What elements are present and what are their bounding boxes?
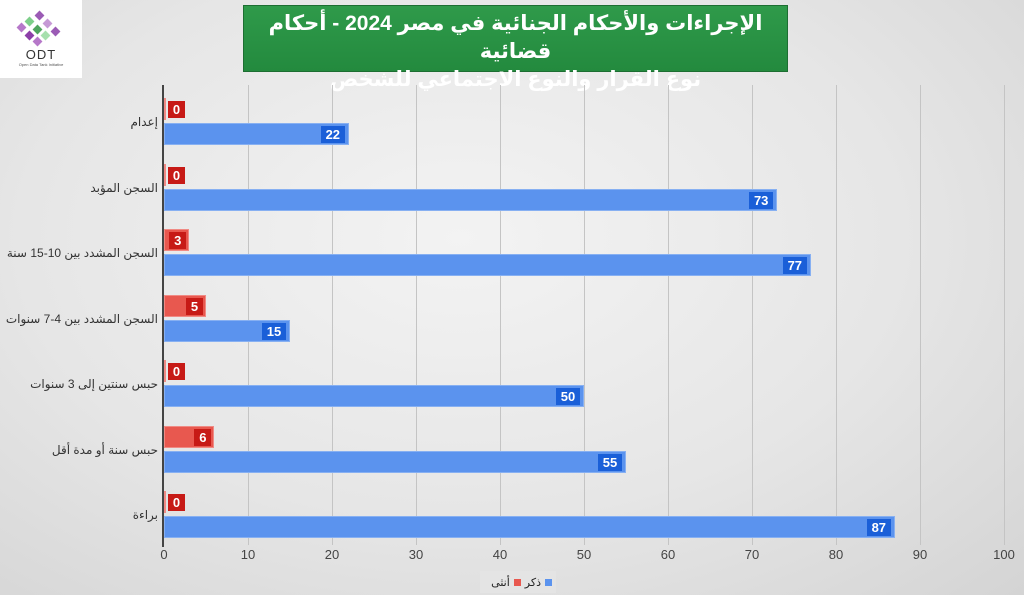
category-label: حبس سنتين إلى 3 سنوات xyxy=(30,377,158,391)
category-label: إعدام xyxy=(130,115,158,129)
female-bar: 3 xyxy=(164,229,190,251)
gridline xyxy=(836,85,837,545)
gridline xyxy=(1004,85,1005,545)
x-tick-label: 20 xyxy=(324,547,340,562)
x-tick-label: 60 xyxy=(660,547,676,562)
legend-male-swatch-icon xyxy=(545,578,552,586)
male-value-label: 73 xyxy=(749,191,774,209)
x-tick-label: 90 xyxy=(912,547,928,562)
male-value-label: 87 xyxy=(866,519,891,536)
logo-cube-icon xyxy=(32,36,43,47)
male-bar: 87 xyxy=(164,516,895,538)
female-value-label: 5 xyxy=(186,297,203,315)
male-value-label: 22 xyxy=(320,126,345,143)
male-value-label: 55 xyxy=(598,453,622,471)
logo-title: ODT xyxy=(25,47,57,62)
male-bar: 15 xyxy=(164,319,290,342)
female-value-label: 0 xyxy=(168,101,185,118)
gridline xyxy=(920,85,921,545)
logo-cube-icon xyxy=(40,30,51,41)
female-bar: 0 xyxy=(164,360,185,382)
female-bar: 0 xyxy=(164,163,185,186)
y-axis-line xyxy=(162,85,164,547)
x-tick-label: 0 xyxy=(160,547,168,562)
female-bar: 6 xyxy=(164,425,215,448)
gridline xyxy=(752,85,753,545)
female-value-label: 6 xyxy=(194,428,212,446)
logo-cube-icon xyxy=(32,24,43,35)
male-bar: 22 xyxy=(164,123,349,145)
category-label: براءة xyxy=(132,508,158,522)
gridline xyxy=(332,85,333,545)
male-value-label: 77 xyxy=(782,257,807,274)
female-value-label: 0 xyxy=(168,494,185,511)
x-tick-label: 80 xyxy=(828,547,844,562)
legend: ذكر أنثى xyxy=(480,571,556,593)
female-bar: 0 xyxy=(164,98,185,120)
logo-cube-icon xyxy=(24,16,35,27)
x-tick-label: 10 xyxy=(240,547,256,562)
gridline xyxy=(416,85,417,545)
x-tick-label: 50 xyxy=(576,547,592,562)
chart-title-line1: الإجراءات والأحكام الجنائية في مصر 2024 … xyxy=(268,12,763,63)
male-bar: 50 xyxy=(164,385,584,407)
gridline xyxy=(584,85,585,545)
legend-female-swatch-icon xyxy=(513,578,521,586)
gridline xyxy=(500,85,501,545)
plot-area: 0 22 0 73 3 77 5 15 0 50 6 55 0 87 xyxy=(162,85,1005,547)
logo-cube-icon xyxy=(24,30,35,41)
x-tick-label: 40 xyxy=(492,547,508,562)
male-value-label: 15 xyxy=(262,322,286,340)
female-value-label: 3 xyxy=(169,232,187,249)
logo-cube-icon xyxy=(34,10,45,21)
gridline xyxy=(248,85,249,545)
logo-cube-icon xyxy=(16,22,27,33)
male-value-label: 50 xyxy=(556,388,580,405)
male-bar: 77 xyxy=(164,254,811,276)
female-bar: 5 xyxy=(164,294,206,317)
male-bar: 73 xyxy=(164,188,778,211)
chart-title: الإجراءات والأحكام الجنائية في مصر 2024 … xyxy=(243,5,788,91)
category-label: السجن المشدد بين 4-7 سنوات xyxy=(5,311,158,326)
x-tick-label: 70 xyxy=(744,547,760,562)
x-tick-label: 100 xyxy=(993,547,1015,562)
logo-subtitle: Open Data Tank Initiative xyxy=(18,62,64,67)
x-tick-label: 30 xyxy=(408,547,424,562)
legend-female-label: أنثى xyxy=(491,576,510,589)
odt-logo: ODT Open Data Tank Initiative xyxy=(0,0,82,78)
category-label: السجن المؤبد xyxy=(90,180,158,195)
category-label: حبس سنة أو مدة أقل xyxy=(51,442,158,457)
category-label: السجن المشدد بين 10-15 سنة xyxy=(6,246,158,260)
chart-title-line2: نوع القرار والنوع الاجتماعي للشخص xyxy=(329,68,702,91)
legend-male-label: ذكر xyxy=(524,576,541,589)
female-value-label: 0 xyxy=(168,363,185,380)
gridline xyxy=(668,85,669,545)
female-bar: 0 xyxy=(164,491,185,513)
female-value-label: 0 xyxy=(168,166,185,184)
male-bar: 55 xyxy=(164,450,626,473)
logo-cube-icon xyxy=(50,26,61,37)
logo-cube-icon xyxy=(42,18,53,29)
